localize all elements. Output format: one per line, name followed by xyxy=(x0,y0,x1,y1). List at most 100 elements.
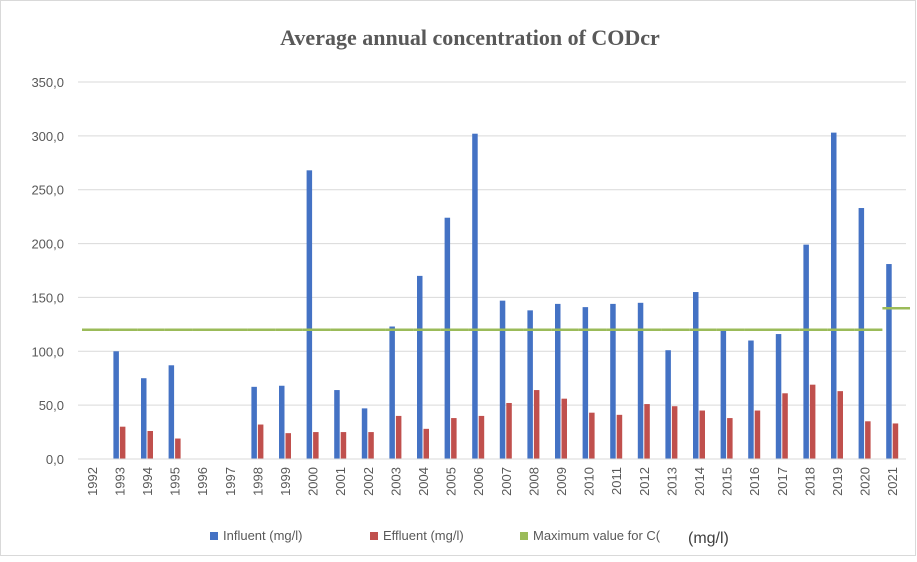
bar xyxy=(671,406,678,459)
bar xyxy=(361,408,368,459)
x-tick-label: 1994 xyxy=(140,467,155,496)
bar xyxy=(168,365,175,459)
bar xyxy=(727,418,733,459)
bar xyxy=(340,432,347,459)
bar xyxy=(113,351,119,459)
bar xyxy=(472,133,478,459)
x-tick-label: 2014 xyxy=(692,467,707,496)
bar xyxy=(886,264,892,459)
legend-label: Influent (mg/l) xyxy=(223,528,302,543)
bar xyxy=(306,170,313,459)
legend-swatch xyxy=(520,532,528,540)
bar xyxy=(610,303,616,459)
y-tick-label: 350,0 xyxy=(31,75,64,90)
bar xyxy=(147,430,153,459)
bar xyxy=(831,132,837,459)
bar xyxy=(285,433,291,459)
x-tick-label: 2011 xyxy=(609,467,624,495)
bar xyxy=(251,386,257,459)
bar xyxy=(119,426,126,459)
bar xyxy=(775,334,782,459)
bar xyxy=(858,208,865,459)
bar xyxy=(395,415,402,459)
bar xyxy=(561,398,567,459)
bar xyxy=(665,350,671,459)
x-tick-label: 2015 xyxy=(720,467,735,496)
y-tick-label: 150,0 xyxy=(31,290,64,305)
x-tick-label: 2013 xyxy=(664,467,679,496)
bar xyxy=(444,217,451,459)
x-tick-label: 2018 xyxy=(802,467,817,496)
bar xyxy=(451,418,457,459)
x-tick-label: 1998 xyxy=(250,467,265,496)
x-tick-label: 1997 xyxy=(223,467,238,496)
bar xyxy=(865,421,871,459)
x-tick-label: 2019 xyxy=(830,467,845,496)
bar xyxy=(699,410,705,459)
bar xyxy=(809,384,816,459)
x-tick-label: 2012 xyxy=(637,467,652,496)
bar xyxy=(644,404,650,459)
bar xyxy=(748,340,754,459)
bar xyxy=(334,390,340,459)
x-tick-label: 2008 xyxy=(526,467,541,496)
bar xyxy=(693,292,699,459)
bar xyxy=(478,415,485,459)
y-tick-label: 0,0 xyxy=(46,452,64,467)
bar xyxy=(782,393,788,459)
x-tick-label: 2001 xyxy=(333,467,348,496)
x-tick-label: 2020 xyxy=(858,467,873,496)
bar xyxy=(637,302,644,459)
y-tick-label: 100,0 xyxy=(31,344,64,359)
bar xyxy=(555,303,561,459)
x-tick-label: 2016 xyxy=(747,467,762,496)
bar xyxy=(175,438,181,459)
x-tick-label: 2021 xyxy=(885,467,900,496)
x-tick-label: 2010 xyxy=(582,467,597,496)
x-tick-label: 2005 xyxy=(444,467,459,496)
bar xyxy=(803,244,809,459)
legend-label: Effluent (mg/l) xyxy=(383,528,464,543)
x-tick-label: 2002 xyxy=(361,467,376,496)
bar xyxy=(389,326,395,459)
bar xyxy=(720,329,727,459)
bar xyxy=(141,378,147,459)
legend-swatch xyxy=(210,532,218,540)
y-tick-label: 50,0 xyxy=(39,398,64,413)
legend-label: Maximum value for C( xyxy=(533,528,661,543)
legend-swatch xyxy=(370,532,378,540)
bar xyxy=(368,432,374,459)
bar xyxy=(279,385,285,459)
x-tick-label: 2004 xyxy=(416,467,431,496)
bar xyxy=(499,300,506,459)
bar xyxy=(257,424,264,459)
x-tick-label: 2006 xyxy=(471,467,486,496)
bar xyxy=(417,275,423,459)
x-tick-label: 2009 xyxy=(554,467,569,496)
chart-title: Average annual concentration of CODcr xyxy=(280,25,660,50)
bar xyxy=(533,390,540,459)
x-tick-label: 2003 xyxy=(388,467,403,496)
x-tick-label: 2007 xyxy=(499,467,514,496)
x-tick-label: 1993 xyxy=(112,467,127,496)
x-tick-label: 1999 xyxy=(278,467,293,496)
bar xyxy=(582,307,589,459)
x-tick-label: 1992 xyxy=(85,467,100,496)
y-tick-label: 250,0 xyxy=(31,183,64,198)
x-tick-label: 2017 xyxy=(775,467,790,496)
bar xyxy=(892,423,899,459)
x-tick-label: 2000 xyxy=(306,467,321,496)
x-tick-label: 1995 xyxy=(168,467,183,496)
y-tick-label: 300,0 xyxy=(31,129,64,144)
y-tick-label: 200,0 xyxy=(31,237,64,252)
bar xyxy=(527,310,533,459)
legend-note: (mg/l) xyxy=(688,530,729,547)
bar xyxy=(837,391,843,459)
bar xyxy=(506,402,512,459)
bar xyxy=(616,414,623,459)
bar xyxy=(754,410,761,459)
bar xyxy=(313,432,319,459)
bar xyxy=(589,412,595,459)
